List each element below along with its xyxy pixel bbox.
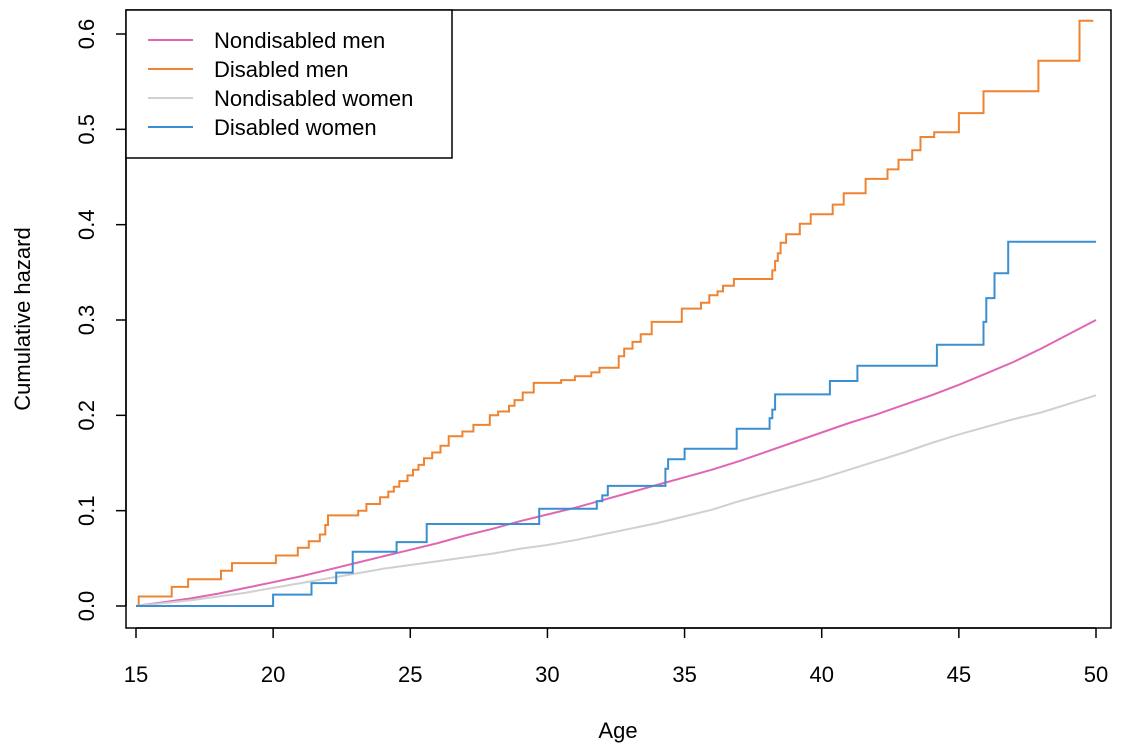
x-tick-label: 20 bbox=[261, 662, 285, 687]
x-tick-label: 15 bbox=[124, 662, 148, 687]
x-tick-label: 25 bbox=[398, 662, 422, 687]
y-tick-label: 0.0 bbox=[74, 591, 99, 622]
legend-label-disabled-women: Disabled women bbox=[214, 115, 377, 140]
series-line-disabled-men bbox=[136, 19, 1094, 607]
x-axis: 15 20 25 30 35 40 45 50 bbox=[124, 627, 1108, 687]
series-line-nondisabled-women bbox=[135, 394, 1097, 607]
y-axis-label: Cumulative hazard bbox=[10, 227, 35, 410]
y-axis: 0.0 0.1 0.2 0.3 0.4 0.5 0.6 bbox=[74, 19, 127, 622]
series-line-nondisabled-men bbox=[135, 319, 1097, 607]
y-tick-label: 0.1 bbox=[74, 495, 99, 526]
x-axis-label: Age bbox=[598, 718, 637, 743]
x-tick-label: 50 bbox=[1084, 662, 1108, 687]
x-tick-label: 30 bbox=[535, 662, 559, 687]
legend-label-nondisabled-men: Nondisabled men bbox=[214, 28, 385, 53]
legend: Nondisabled men Disabled men Nondisabled w… bbox=[125, 9, 453, 159]
series-line-disabled-women bbox=[136, 240, 1096, 607]
x-tick-label: 40 bbox=[809, 662, 833, 687]
y-tick-label: 0.6 bbox=[74, 19, 99, 50]
y-tick-label: 0.3 bbox=[74, 305, 99, 336]
y-tick-label: 0.5 bbox=[74, 114, 99, 145]
legend-label-nondisabled-women: Nondisabled women bbox=[214, 86, 413, 111]
legend-label-disabled-men: Disabled men bbox=[214, 57, 349, 82]
legend-box bbox=[125, 9, 453, 159]
y-tick-label: 0.4 bbox=[74, 209, 99, 240]
x-tick-label: 45 bbox=[947, 662, 971, 687]
x-tick-label: 35 bbox=[672, 662, 696, 687]
series-layer bbox=[135, 19, 1097, 607]
y-tick-label: 0.2 bbox=[74, 400, 99, 431]
